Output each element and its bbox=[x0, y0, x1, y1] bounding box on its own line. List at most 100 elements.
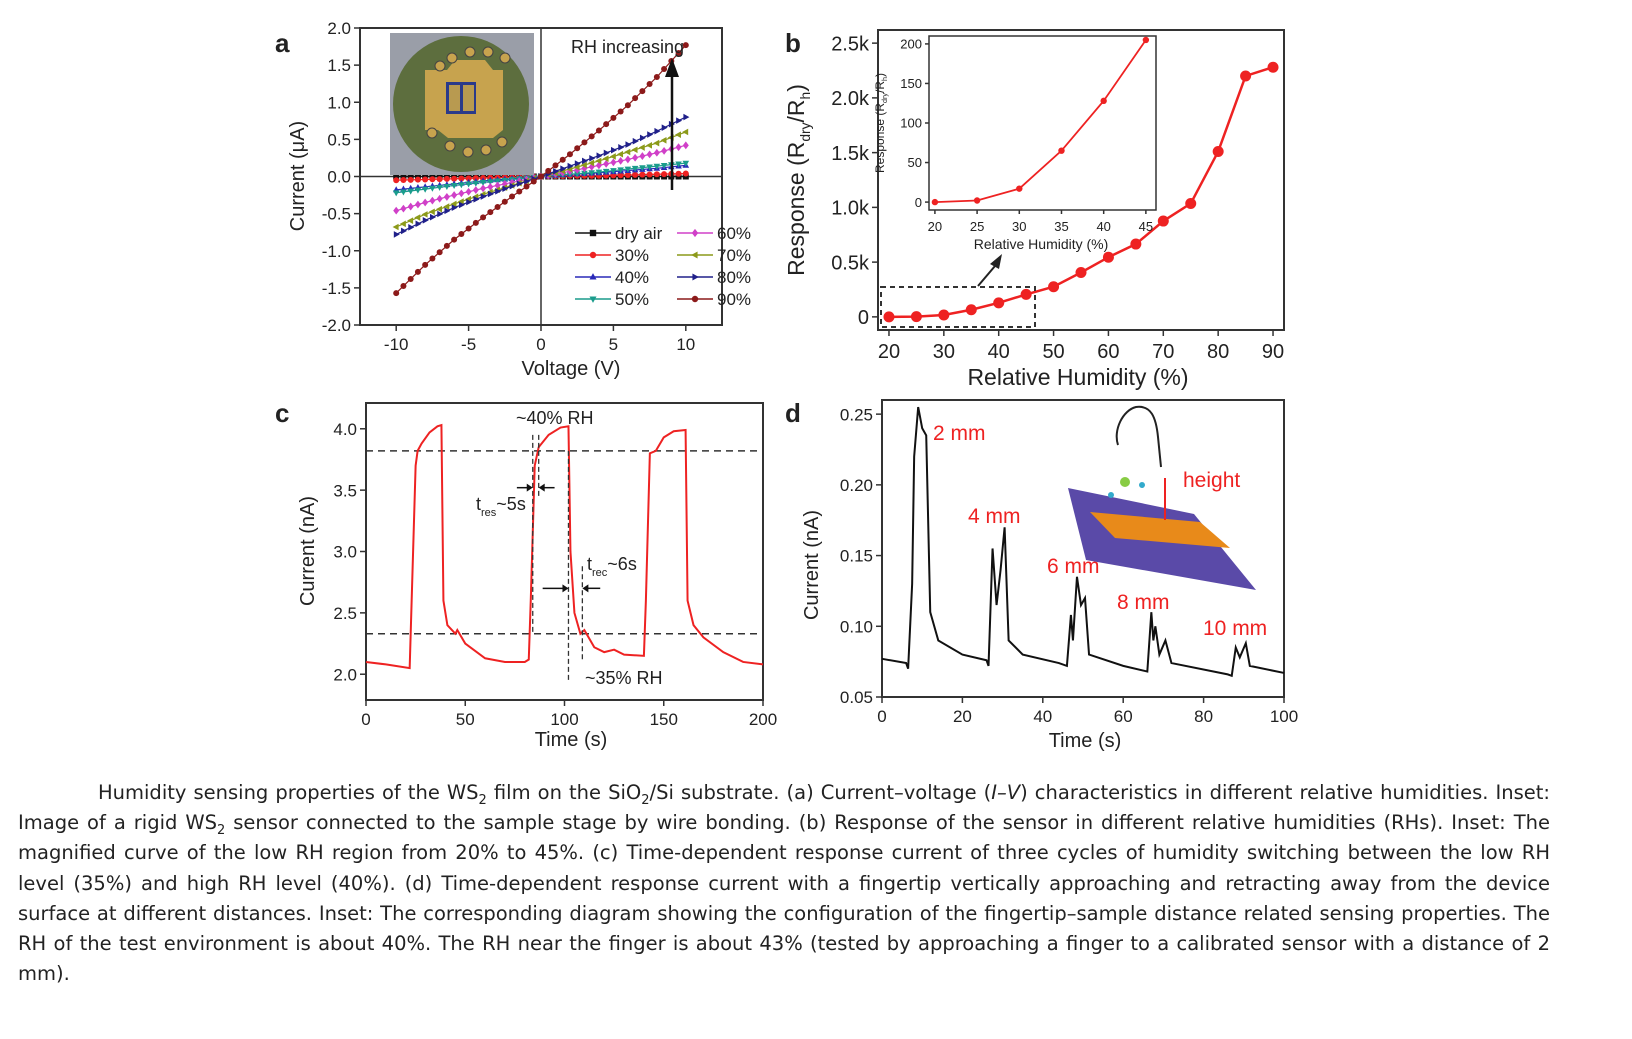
x-axis-label: Relative Humidity (%) bbox=[967, 364, 1188, 390]
data-point bbox=[682, 42, 689, 49]
electrode-pads bbox=[1090, 512, 1230, 548]
x-tick-label: 90 bbox=[1262, 341, 1284, 363]
y-tick-label: 0.15 bbox=[840, 547, 873, 566]
data-point bbox=[660, 162, 668, 169]
data-point bbox=[692, 273, 699, 281]
sensor-photo-inset bbox=[390, 33, 534, 175]
panel-d: 0 20 40 60 80 100 0.05 0.10 0.15 0.20 0.25 2 mm 4 mm… bbox=[801, 399, 1298, 752]
legend-label: 70% bbox=[717, 246, 751, 265]
annotation-part: rec bbox=[592, 567, 608, 579]
data-point bbox=[466, 198, 473, 206]
data-point bbox=[393, 177, 400, 184]
data-point bbox=[458, 231, 465, 238]
data-point bbox=[646, 81, 653, 88]
data-point bbox=[589, 229, 597, 237]
data-point bbox=[443, 242, 450, 249]
x-tick-label: 20 bbox=[953, 707, 972, 726]
data-point bbox=[487, 182, 494, 191]
zoom-arrow-shaft bbox=[977, 265, 996, 287]
data-point bbox=[617, 157, 624, 165]
caption-text: ) characteristics in different relative … bbox=[18, 781, 1550, 835]
data-point bbox=[646, 164, 653, 171]
data-point bbox=[1185, 198, 1197, 210]
data-point bbox=[653, 163, 661, 170]
y-tick-label: 0.10 bbox=[840, 617, 873, 636]
data-point bbox=[472, 180, 480, 187]
x-tick-label: 20 bbox=[928, 219, 942, 234]
x-tick-label: 100 bbox=[1270, 707, 1298, 726]
data-point bbox=[973, 197, 981, 204]
molecule-icon bbox=[1120, 477, 1130, 487]
data-point bbox=[675, 143, 682, 152]
distance-label: 4 mm bbox=[968, 505, 1021, 528]
data-point bbox=[654, 127, 661, 135]
data-point bbox=[430, 213, 436, 221]
data-point bbox=[574, 165, 581, 174]
molecule-icon bbox=[1139, 482, 1145, 488]
ylabel-part: /R bbox=[783, 99, 809, 122]
data-point bbox=[545, 167, 552, 174]
data-point bbox=[566, 151, 573, 158]
legend-label: 60% bbox=[717, 224, 751, 243]
panel-b: 20 30 40 50 60 70 80 90 0 0.5k 1.0k 1.5k 2.0k 2.5k Rel… bbox=[783, 29, 1285, 390]
x-tick-label: 100 bbox=[550, 710, 578, 729]
y-tick-label: 50 bbox=[908, 155, 922, 170]
data-point bbox=[479, 180, 487, 187]
data-point bbox=[1102, 251, 1114, 263]
legend-label: 80% bbox=[717, 268, 751, 287]
data-point bbox=[639, 171, 646, 178]
data-point bbox=[660, 137, 667, 144]
data-point bbox=[392, 223, 399, 231]
data-point bbox=[451, 236, 458, 243]
data-point bbox=[400, 204, 407, 213]
x-axis-label: Voltage (V) bbox=[522, 358, 621, 380]
data-point bbox=[624, 155, 631, 164]
data-point bbox=[661, 124, 668, 131]
data-point bbox=[422, 176, 429, 183]
data-point bbox=[638, 144, 645, 151]
data-point bbox=[624, 166, 632, 173]
data-point bbox=[443, 183, 451, 190]
x-tick-label: 50 bbox=[456, 710, 475, 729]
ylabel-part: ) bbox=[783, 84, 809, 92]
data-point bbox=[487, 179, 494, 186]
x-tick-label: 60 bbox=[1097, 341, 1119, 363]
tres-right-arrowhead bbox=[538, 483, 545, 492]
data-point bbox=[400, 189, 407, 196]
data-point bbox=[993, 297, 1005, 309]
data-point bbox=[436, 249, 443, 256]
data-point bbox=[682, 170, 689, 177]
data-point bbox=[646, 171, 653, 178]
y-tick-label: 0 bbox=[915, 195, 922, 210]
data-point bbox=[524, 178, 531, 185]
trec-right-arrowhead bbox=[582, 584, 589, 593]
data-point bbox=[429, 255, 436, 262]
annotation-low-rh: ~35% RH bbox=[585, 668, 663, 688]
data-point bbox=[407, 173, 414, 180]
data-point bbox=[458, 189, 465, 198]
x-axis-label: Time (s) bbox=[535, 729, 608, 751]
zoom-arrow-head bbox=[990, 254, 1002, 269]
data-point bbox=[682, 141, 689, 150]
data-point bbox=[582, 157, 589, 165]
data-point bbox=[443, 175, 450, 182]
data-point bbox=[392, 190, 400, 197]
data-point bbox=[1142, 36, 1150, 44]
data-point bbox=[400, 283, 407, 290]
data-point bbox=[436, 205, 443, 213]
data-point bbox=[414, 200, 421, 209]
y-tick-label: 1.5 bbox=[327, 56, 351, 75]
data-point bbox=[610, 114, 617, 121]
data-point bbox=[472, 186, 479, 194]
data-point bbox=[691, 295, 699, 303]
ylabel-part: ) bbox=[873, 73, 887, 77]
data-point bbox=[574, 160, 581, 167]
legend-label: 40% bbox=[615, 268, 649, 287]
data-point bbox=[1020, 288, 1032, 300]
x-tick-label: 0 bbox=[361, 710, 370, 729]
data-point bbox=[595, 157, 602, 165]
data-point bbox=[1016, 185, 1023, 192]
data-point bbox=[646, 150, 653, 159]
y-tick-label: 150 bbox=[900, 76, 922, 91]
data-point bbox=[465, 187, 472, 196]
